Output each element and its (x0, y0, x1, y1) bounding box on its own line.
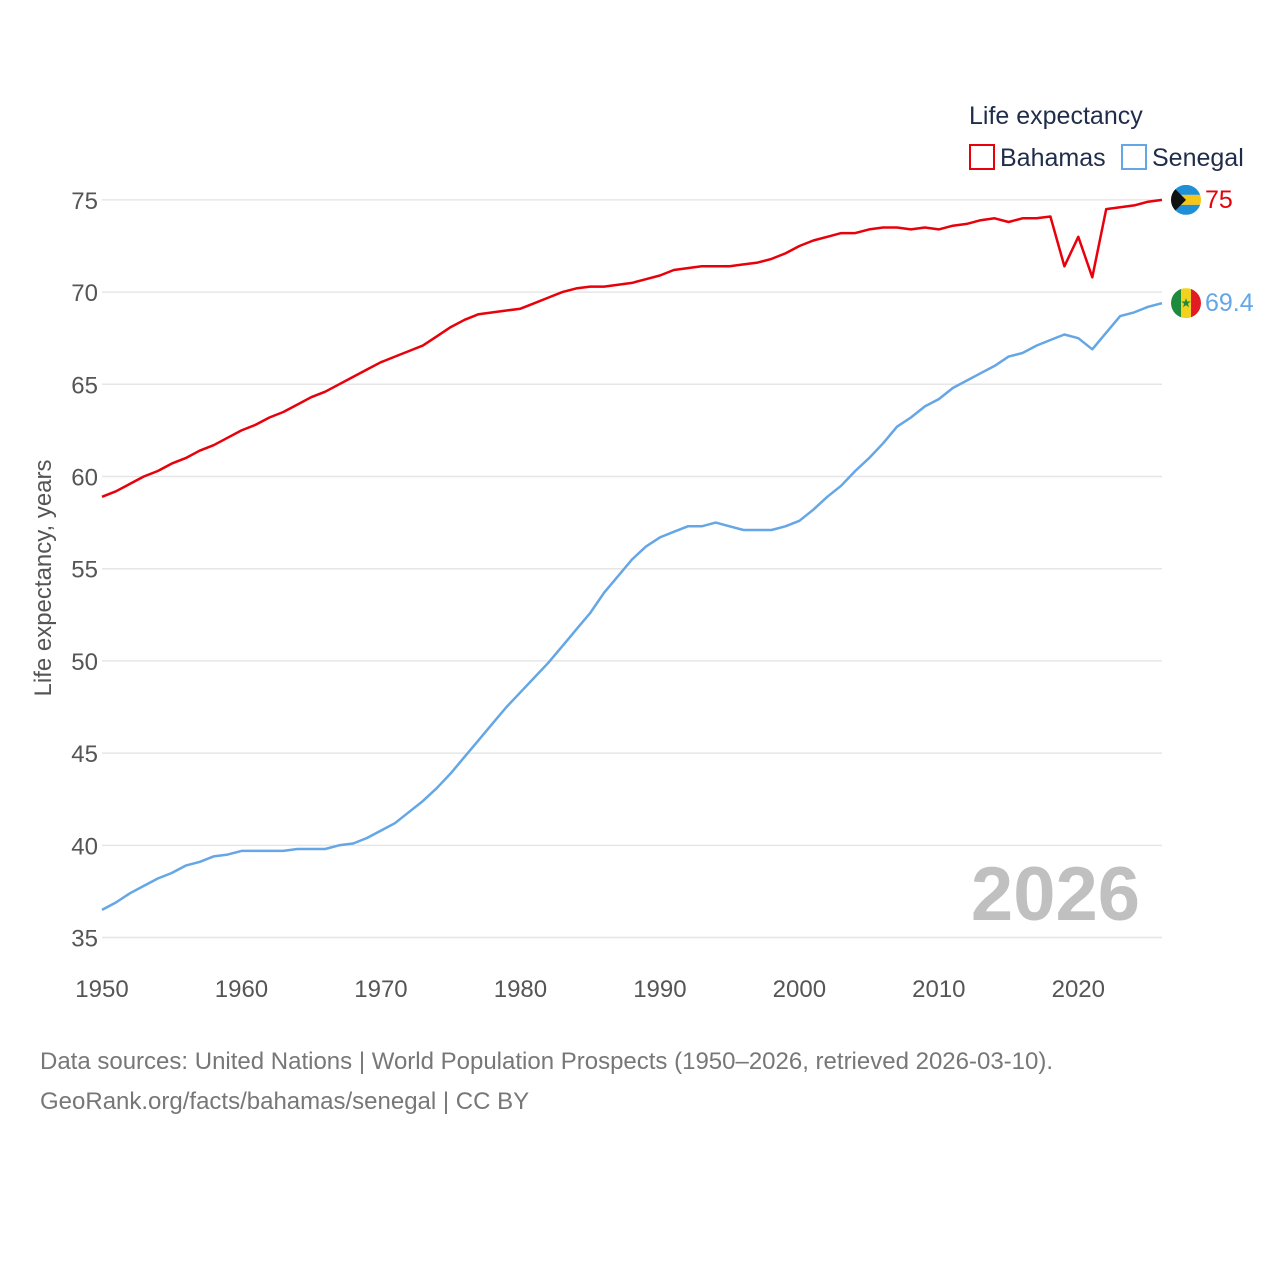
x-tick-label: 1950 (75, 976, 128, 1003)
legend-title: Life expectancy (969, 102, 1143, 130)
footer: Data sources: United Nations | World Pop… (40, 1042, 1053, 1122)
x-tick-label: 2000 (773, 976, 826, 1003)
senegal-end-value: 69.4 (1205, 289, 1254, 317)
x-tick-label: 1980 (494, 976, 547, 1003)
y-tick-label: 65 (71, 372, 98, 399)
series-line-bahamas[interactable] (101, 198, 1163, 498)
x-tick-label: 1960 (215, 976, 268, 1003)
legend-swatch-bahamas (969, 144, 995, 170)
y-tick-label: 70 (71, 280, 98, 307)
series-layer (101, 198, 1163, 912)
y-tick-label: 45 (71, 741, 98, 768)
current-year-stamp: 2026 (971, 852, 1140, 937)
x-axis: 1950 1960 1970 1980 1990 2000 2010 2020 (75, 976, 1105, 1003)
y-axis: 35 40 45 50 55 60 65 70 75 (71, 188, 98, 953)
legend-label-senegal: Senegal (1152, 144, 1244, 172)
y-tick-label: 75 (71, 188, 98, 215)
y-tick-label: 35 (71, 926, 98, 953)
legend: Life expectancy Bahamas Senegal (969, 102, 1244, 172)
legend-item-senegal[interactable]: Senegal (1121, 144, 1244, 172)
y-tick-label: 60 (71, 465, 98, 492)
bahamas-end-value: 75 (1205, 186, 1233, 214)
gridlines (102, 199, 1162, 939)
series-line-senegal[interactable] (101, 301, 1163, 912)
legend-label-bahamas: Bahamas (1000, 144, 1106, 172)
x-tick-label: 2020 (1052, 976, 1105, 1003)
x-tick-label: 2010 (912, 976, 965, 1003)
bahamas-flag-icon (1171, 184, 1201, 215)
senegal-flag-icon (1171, 288, 1201, 319)
x-tick-label: 1970 (354, 976, 407, 1003)
y-tick-label: 50 (71, 649, 98, 676)
x-tick-label: 1990 (633, 976, 686, 1003)
y-axis-title: Life expectancy, years (30, 459, 57, 696)
chart-area: 35 40 45 50 55 60 65 70 75 1950 1960 1970 1980 1990 2… (30, 102, 1254, 1003)
source-link[interactable]: GeoRank.org/facts/bahamas/senegal | CC B… (40, 1088, 530, 1115)
y-tick-label: 55 (71, 557, 98, 584)
y-tick-label: 40 (71, 833, 98, 860)
data-source-note: Data sources: United Nations | World Pop… (40, 1048, 1054, 1075)
legend-swatch-senegal (1121, 144, 1147, 170)
legend-item-bahamas[interactable]: Bahamas (969, 144, 1106, 172)
